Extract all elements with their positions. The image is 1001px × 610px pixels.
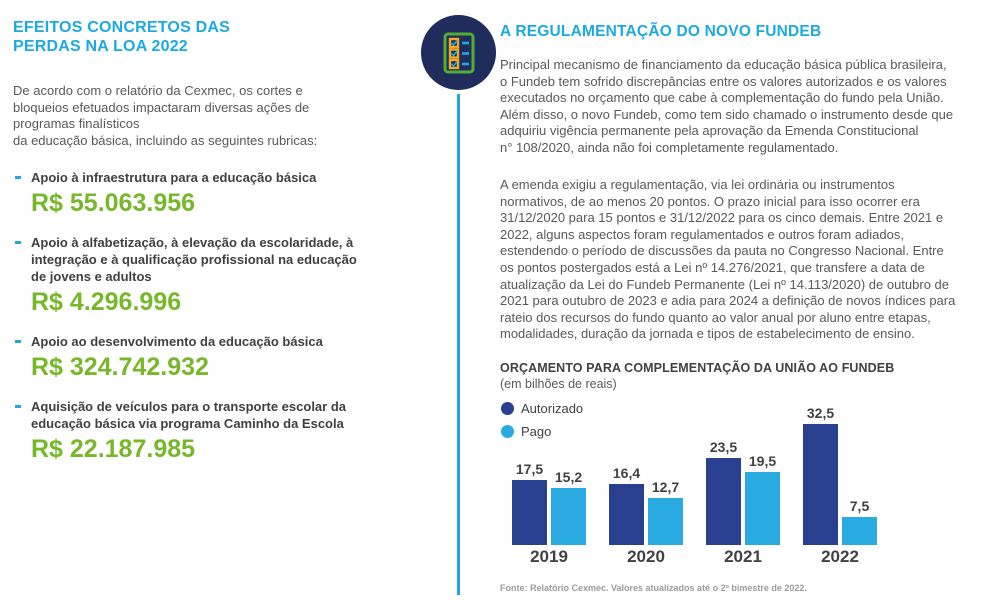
bar-column: 19,5	[745, 453, 780, 545]
dash-bullet-icon	[15, 340, 21, 343]
right-column: A REGULAMENTAÇÃO DO NOVO FUNDEB Principa…	[500, 0, 995, 610]
checklist-clipboard-icon	[443, 32, 474, 73]
legend-label: Autorizado	[521, 401, 584, 416]
bar	[512, 480, 547, 545]
right-paragraph-2: A emenda exigiu a regulamentação, via le…	[500, 177, 956, 342]
bar-group: 32,5 7,5 2022	[803, 405, 877, 567]
legend-dot-icon	[501, 402, 514, 415]
bar	[842, 517, 877, 545]
legend-item: Pago	[501, 424, 583, 439]
list-item: Aquisição de veículos para o transporte …	[13, 398, 401, 464]
bar-pair: 32,5 7,5	[803, 405, 877, 545]
legend-dot-icon	[501, 425, 514, 438]
loss-item-value: R$ 324.742.932	[31, 353, 209, 381]
bar-value-label: 16,4	[612, 465, 641, 481]
chart-legend: Autorizado Pago	[501, 401, 583, 447]
dash-bullet-icon	[15, 405, 21, 408]
bar-column: 32,5	[803, 405, 838, 545]
list-item: Apoio à alfabetização, à elevação da esc…	[13, 234, 401, 317]
legend-label: Pago	[521, 424, 552, 439]
loss-item-label: Aquisição de veículos para o transporte …	[31, 399, 346, 431]
bar-column: 16,4	[609, 465, 644, 545]
bar-group: 17,5 15,2 2019	[512, 461, 586, 567]
left-title: EFEITOS CONCRETOS DAS PERDAS NA LOA 2022	[13, 19, 230, 55]
bar-value-label: 32,5	[806, 405, 835, 421]
bar-group: 23,5 19,5 2021	[706, 439, 780, 567]
bar	[551, 488, 586, 545]
right-paragraph-1: Principal mecanismo de financiamento da …	[500, 57, 954, 155]
loss-item-label: Apoio à infraestrutura para a educação b…	[31, 170, 317, 185]
loss-item-label: Apoio ao desenvolvimento da educação bás…	[31, 334, 323, 349]
bar-column: 12,7	[648, 479, 683, 545]
bar-column: 23,5	[706, 439, 741, 545]
loss-item-value: R$ 22.187.985	[31, 435, 196, 463]
category-label: 2021	[724, 547, 762, 566]
bar-value-label: 7,5	[849, 498, 870, 514]
loss-item-value: R$ 4.296.996	[31, 288, 182, 316]
loss-item-value: R$ 55.063.956	[31, 189, 196, 217]
bar-value-label: 15,2	[554, 469, 583, 485]
dash-bullet-icon	[15, 241, 21, 244]
bar-value-label: 12,7	[651, 479, 680, 495]
bar-value-label: 19,5	[748, 453, 777, 469]
chart-subtitle: (em bilhões de reais)	[500, 377, 617, 391]
source-note: Fonte: Relatório Cexmec. Valores atualiz…	[500, 583, 807, 593]
bar	[648, 498, 683, 545]
checklist-icon	[421, 15, 496, 90]
column-divider	[457, 94, 460, 595]
bar	[803, 424, 838, 545]
left-column: EFEITOS CONCRETOS DAS PERDAS NA LOA 2022…	[13, 18, 401, 480]
fundeb-bar-chart: 17,5 15,2 2019 16,4 12,7 2020 23,5 19,5 2021 32,5…	[512, 395, 877, 567]
left-intro: De acordo com o relatório da Cexmec, os …	[13, 83, 318, 148]
list-item: Apoio à infraestrutura para a educação b…	[13, 169, 401, 218]
bar-column: 17,5	[512, 461, 547, 545]
bar	[609, 484, 644, 545]
bar-value-label: 17,5	[515, 461, 544, 477]
bar-column: 7,5	[842, 498, 877, 545]
bar-pair: 23,5 19,5	[706, 439, 780, 545]
category-label: 2020	[627, 547, 665, 566]
bar-value-label: 23,5	[709, 439, 738, 455]
legend-item: Autorizado	[501, 401, 583, 416]
bar-column: 15,2	[551, 469, 586, 545]
bar-group: 16,4 12,7 2020	[609, 465, 683, 567]
bar	[706, 458, 741, 545]
dash-bullet-icon	[15, 176, 21, 179]
chart-title: ORÇAMENTO PARA COMPLEMENTAÇÃO DA UNIÃO A…	[500, 361, 895, 375]
loss-item-label: Apoio à alfabetização, à elevação da esc…	[31, 235, 357, 284]
category-label: 2019	[530, 547, 568, 566]
list-item: Apoio ao desenvolvimento da educação bás…	[13, 333, 401, 382]
bar-pair: 17,5 15,2	[512, 461, 586, 545]
bar	[745, 472, 780, 545]
right-title: A REGULAMENTAÇÃO DO NOVO FUNDEB	[500, 23, 822, 40]
loss-list: Apoio à infraestrutura para a educação b…	[13, 169, 401, 464]
bar-pair: 16,4 12,7	[609, 465, 683, 545]
category-label: 2022	[821, 547, 859, 566]
